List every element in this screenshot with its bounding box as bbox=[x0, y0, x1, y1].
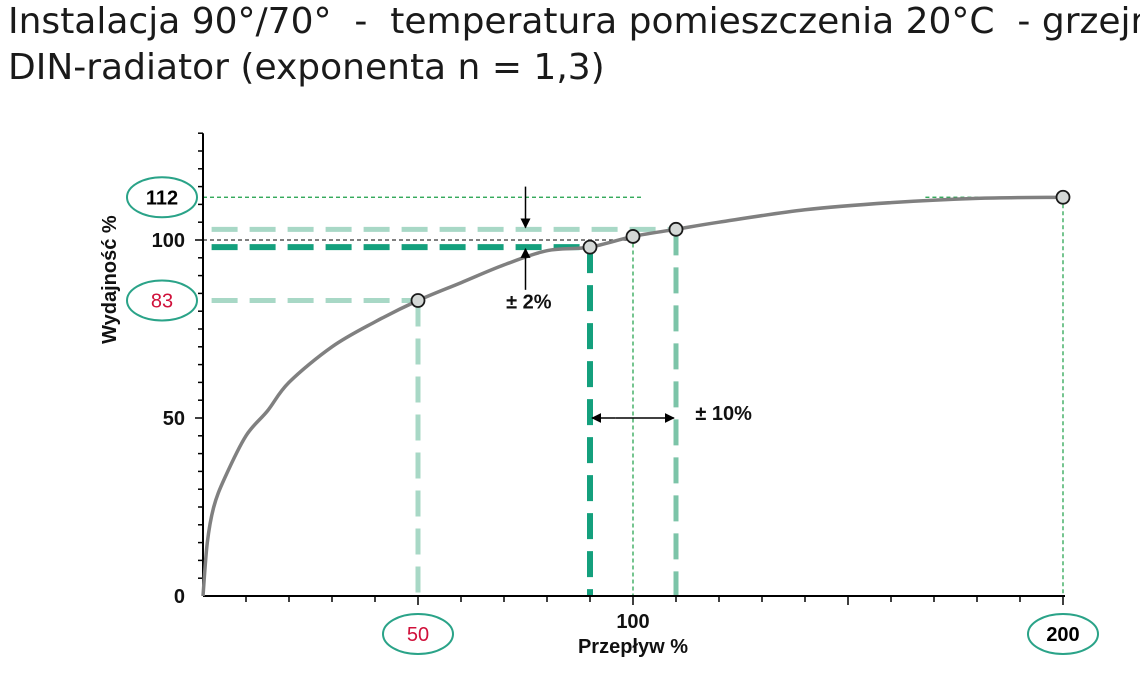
highlight-label-83: 83 bbox=[151, 291, 173, 313]
highlight-label-112: 112 bbox=[146, 187, 178, 209]
highlight-badge-83 bbox=[126, 279, 198, 322]
data-point-200 bbox=[1055, 189, 1071, 205]
chart-title-line-1: Instalacja 90°/70° - temperatura pomiesz… bbox=[8, 1, 1140, 42]
highlight-badges: 112 83 50 200 bbox=[126, 176, 1099, 655]
annotation-arrows bbox=[520, 186, 675, 423]
data-point-90 bbox=[582, 239, 598, 255]
x-tick-label-100: 100 bbox=[616, 611, 649, 633]
highlight-badge-112 bbox=[126, 176, 198, 219]
data-point-100 bbox=[625, 229, 641, 244]
highlight-label-50: 50 bbox=[407, 624, 429, 646]
highlight-badge-50 bbox=[382, 613, 454, 655]
annotation-plus-minus-2-percent: ± 2% bbox=[506, 292, 552, 314]
y-tick-label-50: 50 bbox=[163, 408, 185, 430]
annotation-plus-minus-10-percent: ± 10% bbox=[695, 403, 752, 425]
chart-title-line-2: DIN-radiator (exponenta n = 1,3) bbox=[8, 47, 605, 88]
marker-layer bbox=[410, 189, 1071, 308]
series-line-0 bbox=[201, 195, 1064, 597]
y-tick-label-100: 100 bbox=[152, 230, 185, 252]
x-axis-label: Przepływ % bbox=[578, 636, 688, 658]
guide-lines bbox=[203, 196, 1064, 596]
axes: 0 50 100 100 bbox=[152, 132, 1065, 633]
data-point-50 bbox=[410, 293, 426, 308]
y-axis-label: Wydajność % bbox=[99, 215, 121, 344]
y-tick-label-0: 0 bbox=[174, 586, 185, 608]
highlight-label-200: 200 bbox=[1046, 624, 1079, 646]
data-point-110 bbox=[668, 221, 684, 237]
highlight-badge-200 bbox=[1027, 613, 1099, 655]
curve-layer bbox=[201, 195, 1064, 597]
